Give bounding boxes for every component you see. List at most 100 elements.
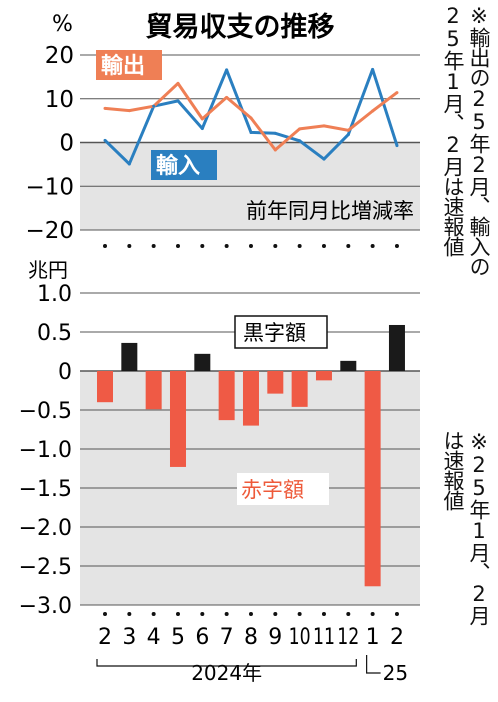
- bar-chart-y-tick-labels: 1.0 0.5 0 −0.5 −1.0 −1.5 −2.0 −2.5 −3.0: [19, 282, 72, 619]
- separator-dot: [370, 244, 375, 248]
- import-point: [322, 157, 326, 161]
- trade-balance-bar-chart: 1.0 0.5 0 −0.5 −1.0 −1.5 −2.0 −2.5 −3.0 兆円 黒字額 赤…: [19, 258, 420, 619]
- separator-dot: [297, 244, 302, 248]
- export-point: [103, 106, 107, 110]
- surplus-bar: [340, 360, 357, 371]
- import-legend-label: 輸入: [156, 153, 200, 179]
- year-bracket: [96, 659, 357, 667]
- bar-y-tick-label: −2.5: [19, 555, 72, 580]
- x-tick-label: 11: [313, 625, 335, 650]
- separator-dot: [273, 244, 278, 248]
- export-legend-label: 輸出: [101, 53, 145, 79]
- deficit-bar: [97, 371, 113, 403]
- export-point: [346, 128, 350, 132]
- export-point: [127, 109, 131, 113]
- line-y-tick-label: 0: [59, 131, 74, 157]
- year-2024-label: 2024年: [191, 661, 262, 685]
- separator-dot: [151, 244, 156, 248]
- export-legend-badge: [96, 50, 162, 80]
- import-point: [273, 131, 277, 135]
- deficit-legend-label: 赤字額: [241, 478, 304, 502]
- surplus-bar: [121, 342, 138, 371]
- line-y-tick-label: −20: [25, 218, 74, 244]
- line-chart-y-tick-labels: 20 10 0 −10 −20: [25, 43, 74, 244]
- export-point: [200, 117, 204, 121]
- note-preliminary-export-import: ※輸出の25年2月、輸入の25年1月、2月は速報値: [441, 4, 491, 276]
- bar-y-tick-label: 1.0: [37, 282, 72, 307]
- chart-title: 貿易収支の推移: [146, 12, 335, 43]
- x-axis-dot: [297, 612, 302, 616]
- x-tick-label: 10: [289, 625, 311, 650]
- x-tick-label: 1: [366, 625, 380, 650]
- separator-dot: [175, 244, 180, 248]
- bar-chart-bars: [97, 324, 405, 587]
- x-tick-label: 12: [337, 625, 359, 650]
- x-axis-dot: [321, 612, 326, 616]
- separator-dot: [321, 244, 326, 248]
- bar-y-tick-label: −1.0: [19, 438, 72, 463]
- separator-dots: [103, 244, 399, 248]
- x-tick-label: 2: [390, 625, 404, 650]
- year-2025-label: 25: [383, 661, 408, 685]
- x-axis-dot: [224, 612, 229, 616]
- x-tick-label: 9: [268, 625, 282, 650]
- bar-y-tick-label: −3.0: [19, 594, 72, 619]
- import-point: [152, 104, 156, 108]
- surplus-bar: [194, 353, 211, 371]
- separator-dot: [127, 244, 132, 248]
- deficit-legend-box: [237, 473, 329, 505]
- deficit-bar: [315, 371, 332, 381]
- deficit-bar: [169, 371, 186, 467]
- line-y-tick-label: 10: [45, 87, 74, 113]
- export-point: [298, 127, 302, 131]
- growth-rate-line-chart: 20 10 0 −10 −20 % 輸出 輸入 前年同月比増減率: [25, 12, 420, 244]
- import-legend-badge: [151, 150, 217, 180]
- separator-dot: [248, 244, 253, 248]
- x-axis-dot: [151, 612, 156, 616]
- separator-dot: [346, 244, 351, 248]
- deficit-bar: [291, 371, 308, 407]
- year-2025-bracket: [366, 655, 381, 674]
- x-axis-dot: [346, 612, 351, 616]
- line-chart-unit-label: %: [52, 12, 73, 37]
- deficit-bar: [242, 371, 259, 426]
- export-point: [322, 124, 326, 128]
- import-point: [127, 162, 131, 166]
- bar-y-tick-label: −0.5: [19, 399, 72, 424]
- separator-dot: [394, 244, 399, 248]
- export-point: [249, 116, 253, 120]
- x-tick-label: 4: [147, 625, 161, 650]
- export-point: [176, 81, 180, 85]
- import-point: [176, 99, 180, 103]
- separator-dot: [103, 244, 107, 248]
- bar-y-tick-label: 0.5: [37, 321, 72, 346]
- import-point: [200, 127, 204, 130]
- x-tick-label: 7: [220, 625, 234, 650]
- x-tick-label: 3: [122, 625, 136, 650]
- separator-dot: [200, 244, 205, 248]
- x-axis-dot: [370, 612, 375, 616]
- bar-y-tick-label: 0: [58, 360, 72, 385]
- deficit-bar: [364, 371, 381, 587]
- line-y-tick-label: 20: [45, 43, 74, 69]
- bar-chart-unit-label: 兆円: [28, 258, 68, 282]
- x-axis-dot: [200, 612, 205, 616]
- x-axis-dot: [127, 612, 132, 616]
- import-point: [249, 130, 253, 134]
- export-point: [395, 91, 399, 95]
- surplus-legend-label: 黒字額: [243, 321, 306, 345]
- import-point: [346, 133, 350, 137]
- line-y-tick-label: −10: [25, 174, 74, 200]
- x-axis: 2 3 4 5 6 7 8 9 10 11 12 1 2: [98, 612, 404, 650]
- deficit-bar: [218, 371, 235, 421]
- x-tick-label: 2: [98, 625, 112, 650]
- x-axis-dot: [175, 612, 180, 616]
- x-tick-label: 6: [195, 625, 209, 650]
- export-point: [273, 148, 277, 152]
- import-point: [298, 139, 302, 143]
- x-tick-label: 8: [244, 625, 258, 650]
- separator-dot: [224, 244, 229, 248]
- x-axis-dot: [248, 612, 253, 616]
- x-axis-dot: [273, 612, 278, 616]
